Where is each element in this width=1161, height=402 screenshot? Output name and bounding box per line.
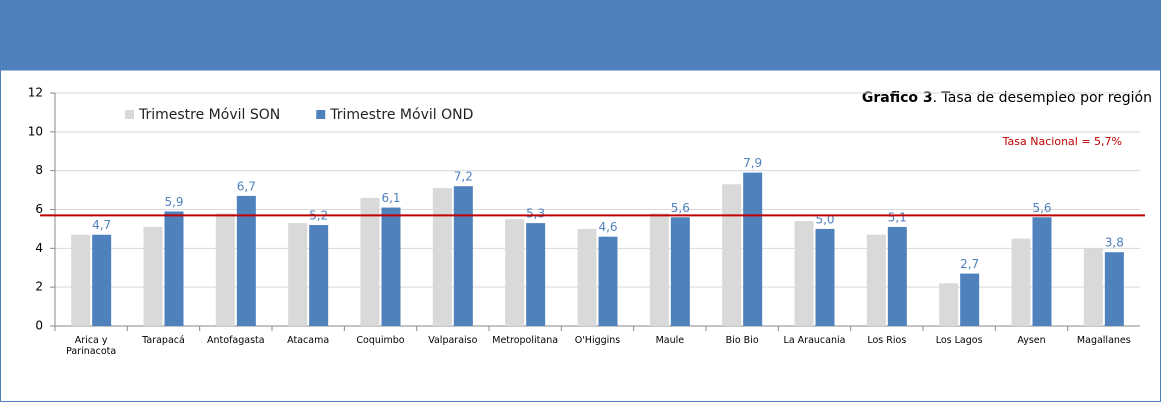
x-tick-label: Valparaiso bbox=[428, 335, 478, 346]
data-label: 3,8 bbox=[1105, 236, 1124, 250]
bar bbox=[505, 219, 525, 326]
reference-label: Tasa Nacional = 5,7% bbox=[1002, 135, 1122, 148]
x-tick-label: Atacama bbox=[287, 335, 330, 346]
bar bbox=[743, 172, 763, 326]
bar bbox=[164, 211, 184, 326]
bar bbox=[598, 236, 618, 326]
legend-label: Trimestre Móvil OND bbox=[329, 107, 473, 123]
y-tick-label: 0 bbox=[35, 319, 43, 333]
bar bbox=[887, 226, 907, 326]
data-label: 5,6 bbox=[1032, 201, 1051, 215]
data-label: 5,9 bbox=[164, 195, 183, 209]
y-tick-label: 12 bbox=[28, 86, 43, 100]
x-tick-label: Magallanes bbox=[1076, 335, 1131, 346]
header-band bbox=[0, 0, 1161, 70]
bar bbox=[71, 234, 91, 326]
x-tick-label: Los Rios bbox=[867, 335, 907, 346]
legend-label: Trimestre Móvil SON bbox=[138, 107, 280, 123]
bar bbox=[960, 273, 980, 326]
y-tick-label: 2 bbox=[35, 280, 43, 294]
bar bbox=[432, 188, 452, 326]
bar bbox=[1083, 248, 1103, 326]
bar bbox=[143, 226, 163, 326]
data-label: 6,7 bbox=[237, 179, 256, 193]
bar bbox=[360, 197, 380, 326]
data-label: 6,1 bbox=[381, 191, 400, 205]
x-tick-label: Maule bbox=[655, 335, 685, 346]
bar bbox=[670, 217, 690, 326]
bar bbox=[649, 213, 669, 326]
bar bbox=[288, 223, 308, 326]
chart-title: Grafico 3. Tasa de desempleo por región bbox=[862, 90, 1152, 106]
bar bbox=[722, 184, 742, 326]
x-tick-label: Tarapacá bbox=[142, 335, 185, 346]
bar bbox=[453, 186, 473, 326]
bar bbox=[866, 234, 886, 326]
bar bbox=[236, 195, 256, 326]
data-label: 5,6 bbox=[671, 201, 690, 215]
x-tick-label: Arica y Parinacota bbox=[66, 335, 117, 357]
legend-swatch bbox=[316, 110, 326, 119]
x-tick-label: O'Higgins bbox=[574, 335, 621, 346]
bar bbox=[1032, 217, 1052, 326]
data-label: 4,7 bbox=[92, 218, 111, 232]
x-tick-label: Aysen bbox=[1017, 335, 1046, 346]
bar bbox=[1104, 252, 1124, 326]
bar bbox=[381, 207, 401, 326]
x-tick-label: La Araucania bbox=[783, 335, 846, 346]
bar bbox=[309, 225, 329, 326]
title-text: . Tasa de desempleo por región bbox=[933, 90, 1152, 106]
bar bbox=[939, 283, 959, 326]
y-tick-label: 10 bbox=[28, 124, 43, 138]
x-tick-label: Bio Bio bbox=[725, 335, 759, 346]
data-label: 7,9 bbox=[743, 156, 762, 170]
data-label: 7,2 bbox=[454, 170, 473, 184]
y-tick-label: 4 bbox=[35, 241, 43, 255]
data-label: 5,3 bbox=[526, 207, 545, 221]
bar bbox=[577, 228, 597, 326]
x-tick-label: Los Lagos bbox=[935, 335, 983, 346]
title-bold: Grafico 3 bbox=[862, 90, 933, 106]
bar bbox=[1011, 238, 1031, 326]
data-label: 2,7 bbox=[960, 257, 979, 271]
bar bbox=[794, 221, 814, 326]
bar bbox=[92, 234, 112, 326]
x-tick-label: Coquimbo bbox=[356, 335, 405, 346]
bar bbox=[526, 223, 546, 326]
bar bbox=[215, 213, 235, 326]
y-tick-label: 8 bbox=[35, 163, 43, 177]
legend-swatch bbox=[125, 110, 134, 119]
y-tick-label: 6 bbox=[35, 202, 43, 216]
data-label: 4,6 bbox=[598, 220, 617, 234]
x-tick-label: Antofagasta bbox=[207, 335, 265, 346]
bar bbox=[815, 228, 835, 326]
data-label: 5,1 bbox=[888, 210, 907, 224]
x-tick-label: Metropolitana bbox=[492, 335, 559, 346]
